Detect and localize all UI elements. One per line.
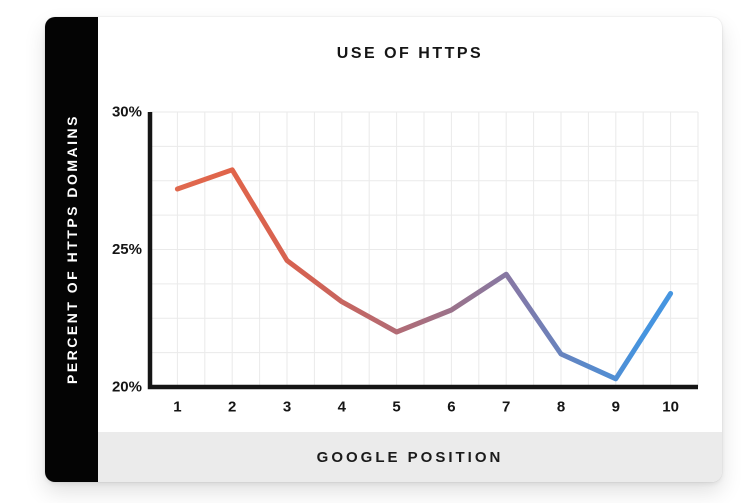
- x-tick-label: 2: [228, 399, 236, 416]
- y-tick-label: 30%: [112, 104, 142, 121]
- x-tick-label: 8: [557, 399, 565, 416]
- x-tick-label: 4: [338, 399, 347, 416]
- y-tick-label: 20%: [112, 379, 142, 396]
- chart-title: USE OF HTTPS: [336, 45, 484, 62]
- x-tick-label: 7: [502, 399, 510, 416]
- x-axis-title: GOOGLE POSITION: [316, 448, 504, 466]
- chart-card: PERCENT OF HTTPS DOMAINS USE OF HTTPS 1 2…: [45, 17, 722, 482]
- https-usage-line-chart: 1 2 3 4 5 6 7 8 9 10 30% 25% 20%: [112, 104, 699, 416]
- x-tick-label: 10: [662, 399, 679, 416]
- https-usage-line: [174, 167, 674, 382]
- x-tick-label: 9: [612, 399, 620, 416]
- x-tick-label: 5: [392, 399, 400, 416]
- x-tick-label: 1: [173, 399, 181, 416]
- chart-area: USE OF HTTPS 1 2 3 4 5 6 7 8 9 10 30% 25% 20% GOOGLE…: [98, 17, 722, 482]
- x-tick-label: 6: [447, 399, 455, 416]
- y-axis-title: PERCENT OF HTTPS DOMAINS: [63, 114, 80, 385]
- y-axis-title-bar: PERCENT OF HTTPS DOMAINS: [45, 17, 98, 482]
- axis-lines: [147, 112, 698, 390]
- x-axis-title-bar: GOOGLE POSITION: [98, 432, 722, 482]
- x-tick-label: 3: [283, 399, 291, 416]
- y-tick-label: 25%: [112, 241, 142, 258]
